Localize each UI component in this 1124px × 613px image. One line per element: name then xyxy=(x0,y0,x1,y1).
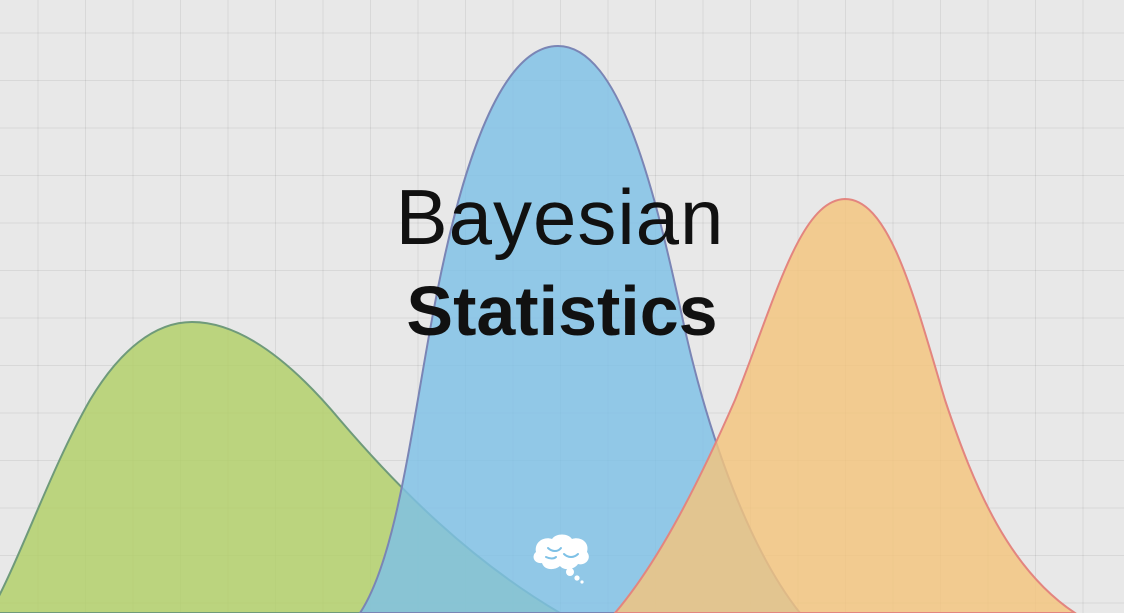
page-title: Bayesian Statistics xyxy=(0,178,1124,346)
title-line-statistics: Statistics xyxy=(406,272,718,350)
brain-icon xyxy=(533,534,589,584)
title-line-bayesian: Bayesian xyxy=(395,173,725,261)
orange-distribution-curve xyxy=(613,197,1077,613)
